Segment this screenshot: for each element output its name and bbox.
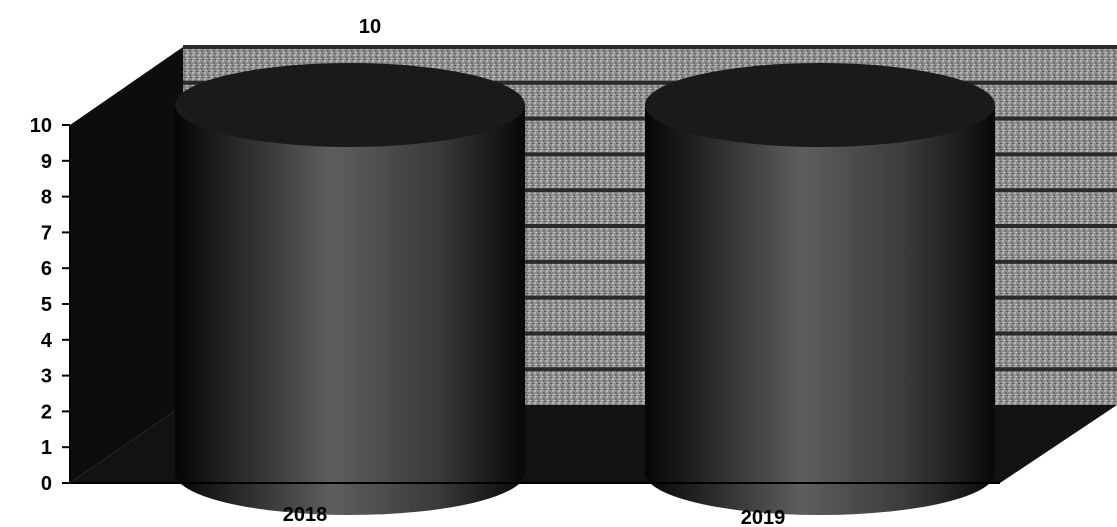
y-tick-label: 1 bbox=[41, 437, 52, 459]
bar-top bbox=[645, 63, 995, 147]
y-tick-label: 8 bbox=[41, 187, 52, 209]
bars-group bbox=[175, 63, 995, 515]
chart-side-wall bbox=[70, 47, 183, 483]
gridline bbox=[183, 80, 1117, 85]
x-tick-label-2019: 2019 bbox=[741, 507, 786, 527]
y-tick-label: 7 bbox=[41, 222, 52, 244]
y-tick-label: 10 bbox=[30, 115, 52, 137]
data-label-2018: 10 bbox=[359, 16, 381, 38]
y-tick-label: 2 bbox=[41, 401, 52, 423]
bar-2019 bbox=[645, 63, 995, 515]
bar-body bbox=[175, 105, 525, 515]
y-tick-label: 4 bbox=[41, 330, 53, 352]
bar-top bbox=[175, 63, 525, 147]
y-tick-label: 5 bbox=[41, 294, 52, 316]
y-tick-label: 0 bbox=[41, 473, 52, 495]
y-tick-label: 9 bbox=[41, 151, 52, 173]
x-tick-label-2018: 2018 bbox=[283, 504, 328, 526]
y-tick-label: 3 bbox=[41, 366, 52, 388]
gridline bbox=[183, 45, 1117, 49]
bar-2018 bbox=[175, 63, 525, 515]
y-tick-label: 6 bbox=[41, 258, 52, 280]
bar-body bbox=[645, 105, 995, 515]
y-axis-ticks: 0 1 2 3 4 5 6 7 8 9 10 bbox=[30, 115, 70, 495]
